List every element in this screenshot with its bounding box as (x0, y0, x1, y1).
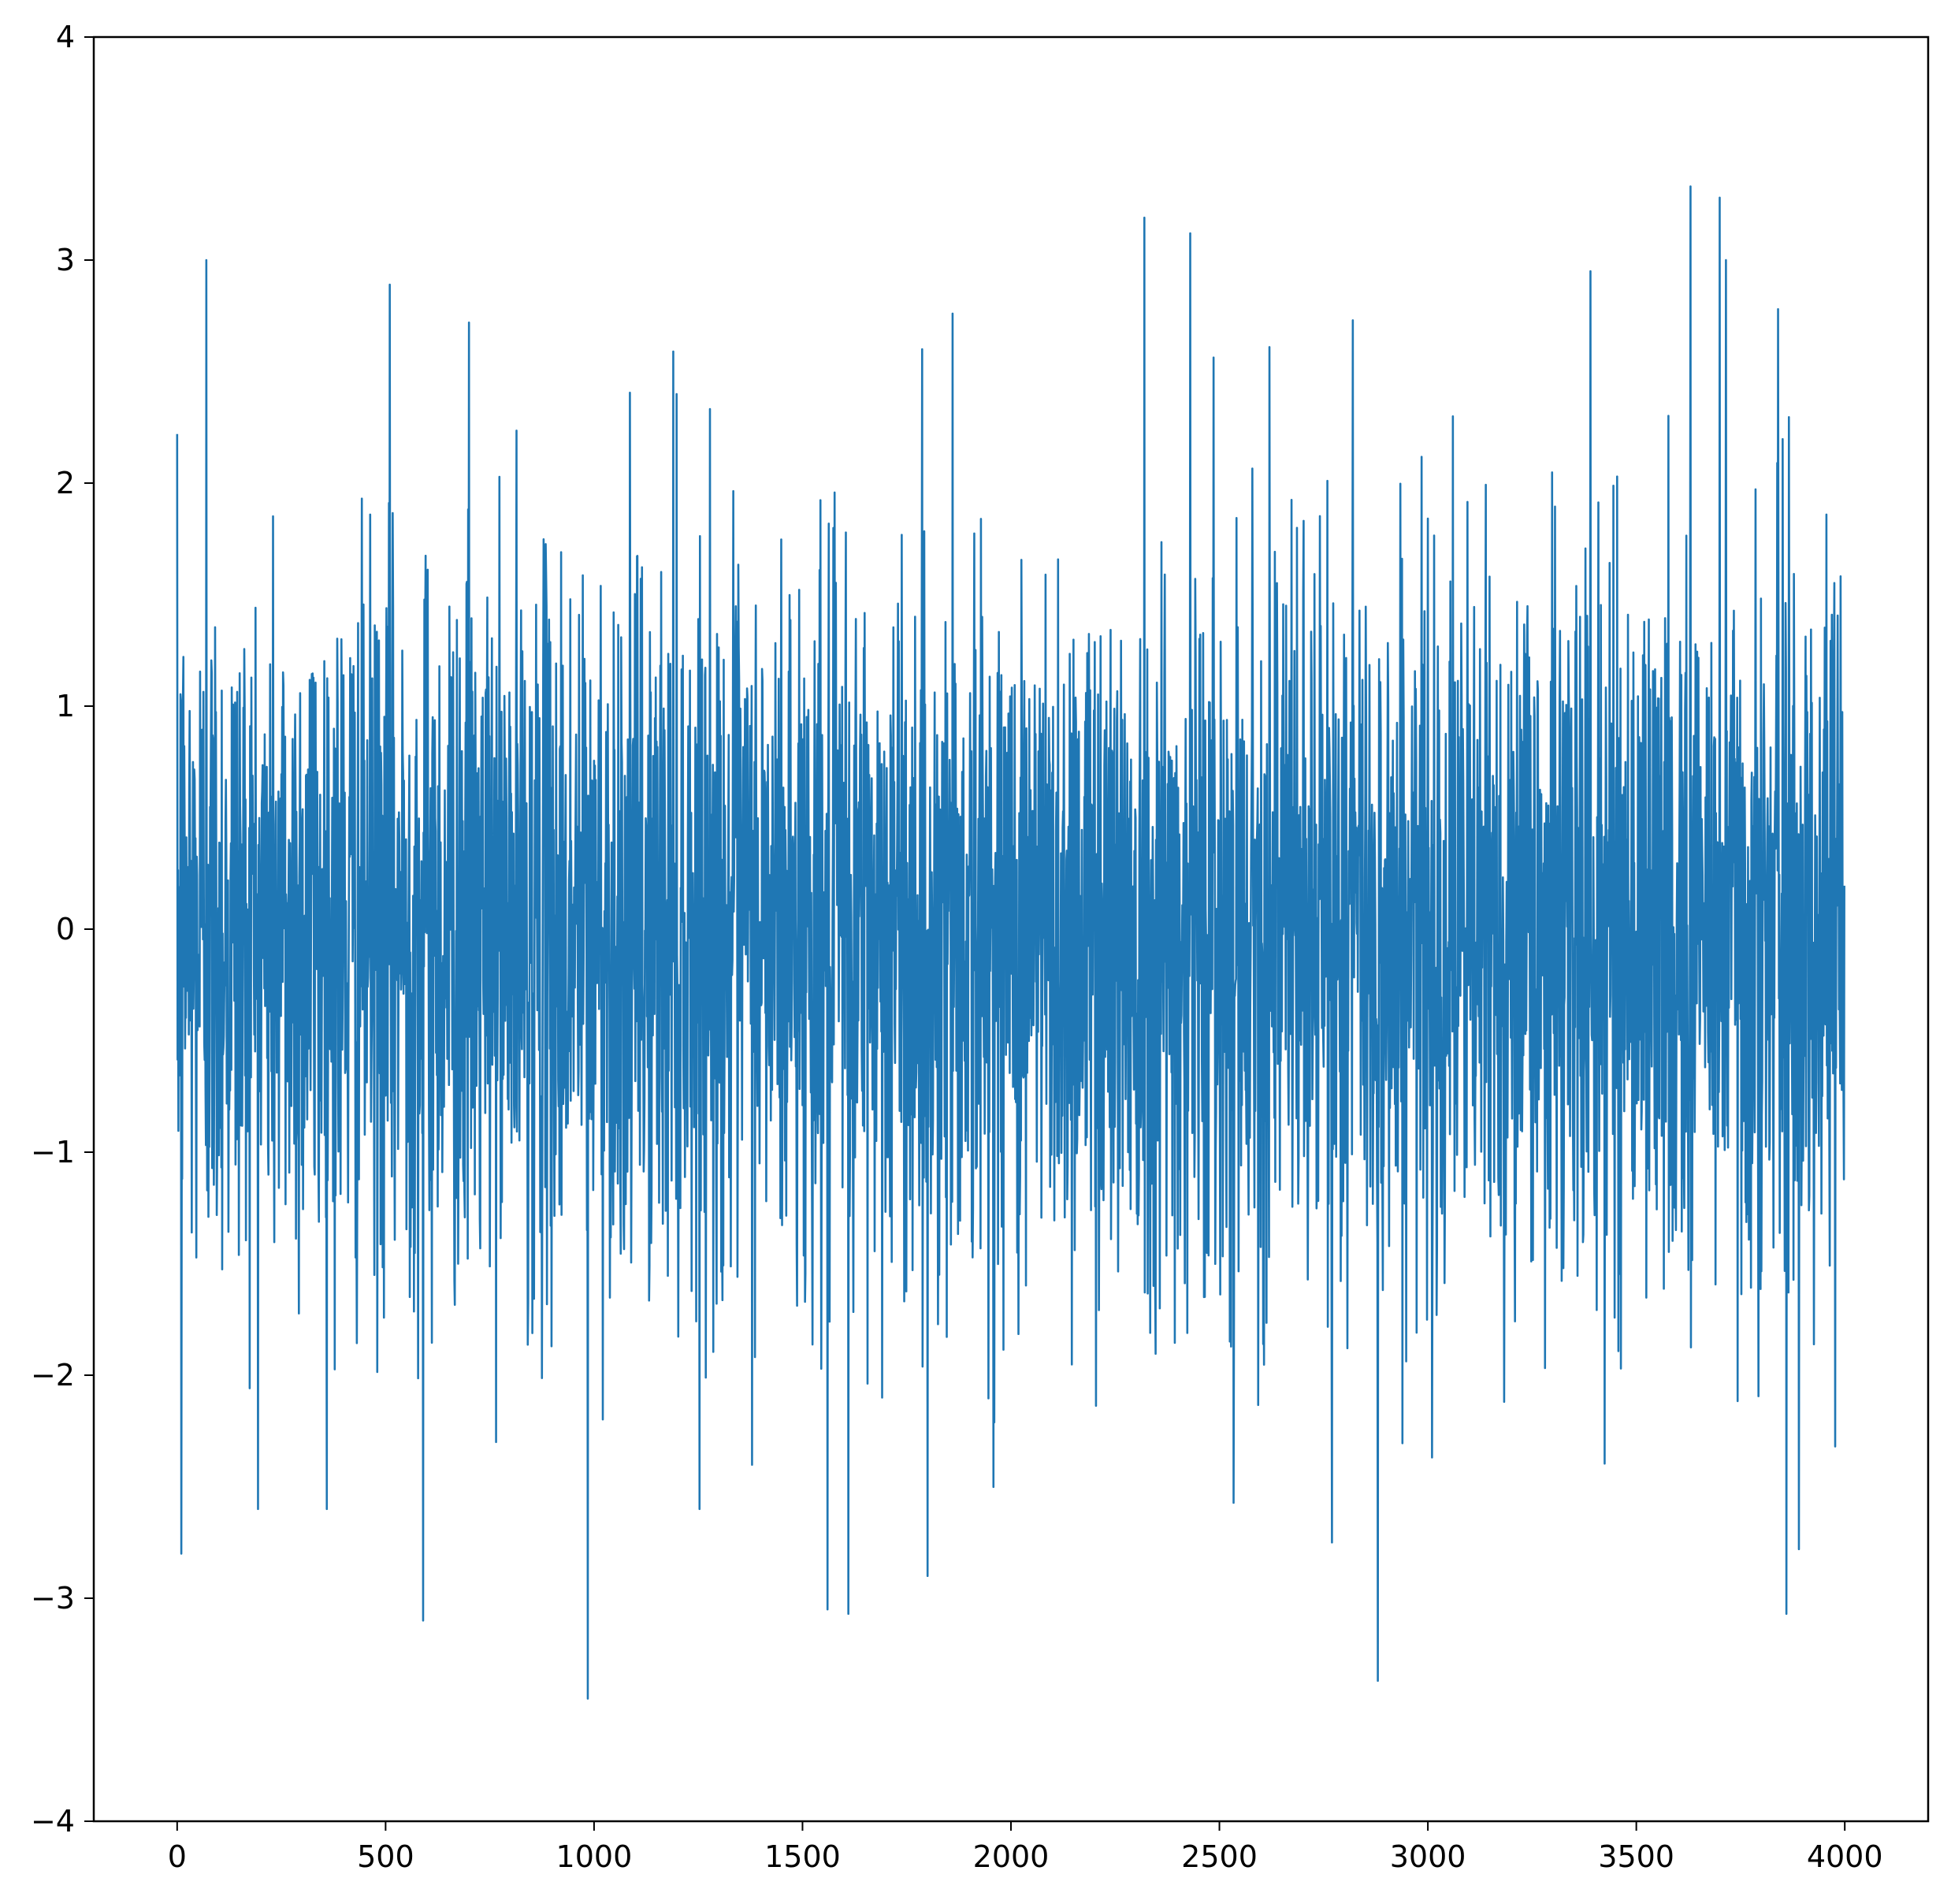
y-tick-label: −4 (31, 1804, 75, 1839)
y-tick-label: 3 (56, 243, 75, 277)
y-tick-label: −1 (31, 1135, 75, 1170)
y-axis: −4 −3 −2 −1 0 1 2 3 4 (31, 20, 94, 1839)
y-tick-label: −3 (31, 1581, 75, 1616)
x-tick-label: 0 (168, 1839, 187, 1874)
x-tick-label: 4000 (1807, 1839, 1883, 1874)
y-tick-label: 4 (56, 20, 75, 54)
x-tick-label: 500 (357, 1839, 414, 1874)
series-line (176, 185, 1845, 1700)
x-tick-label: 3000 (1390, 1839, 1466, 1874)
x-tick-label: 1000 (556, 1839, 633, 1874)
x-axis: 0 500 1000 1500 2000 2500 3000 3500 4000 (168, 1821, 1883, 1874)
x-tick-label: 3500 (1598, 1839, 1674, 1874)
x-tick-label: 2500 (1181, 1839, 1258, 1874)
series-layer (176, 185, 1845, 1700)
y-tick-label: −2 (31, 1358, 75, 1393)
x-tick-label: 1500 (764, 1839, 841, 1874)
y-tick-label: 1 (56, 689, 75, 723)
x-tick-label: 2000 (973, 1839, 1050, 1874)
y-tick-label: 2 (56, 466, 75, 500)
y-tick-label: 0 (56, 912, 75, 946)
